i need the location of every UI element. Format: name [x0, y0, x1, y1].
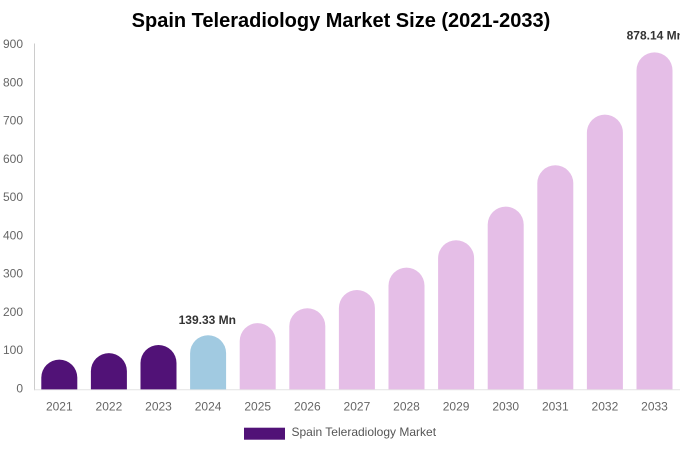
svg-text:2026: 2026	[294, 400, 321, 414]
svg-text:700: 700	[3, 114, 23, 128]
svg-text:200: 200	[3, 305, 23, 319]
svg-text:100: 100	[3, 343, 23, 357]
svg-text:800: 800	[3, 75, 23, 89]
svg-text:0: 0	[16, 381, 23, 395]
svg-text:500: 500	[3, 190, 23, 204]
svg-text:2022: 2022	[96, 400, 123, 414]
svg-text:139.33 Mn: 139.33 Mn	[179, 313, 236, 327]
svg-text:2029: 2029	[443, 400, 470, 414]
svg-text:2023: 2023	[145, 400, 172, 414]
svg-text:2027: 2027	[344, 400, 371, 414]
svg-text:2021: 2021	[46, 400, 73, 414]
svg-text:900: 900	[3, 37, 23, 51]
svg-text:Spain Teleradiology Market Siz: Spain Teleradiology Market Size (2021-20…	[132, 10, 551, 32]
svg-text:2032: 2032	[592, 400, 619, 414]
svg-text:2030: 2030	[492, 400, 519, 414]
svg-text:2028: 2028	[393, 400, 420, 414]
svg-text:400: 400	[3, 228, 23, 242]
svg-text:Spain Teleradiology Market: Spain Teleradiology Market	[292, 425, 437, 439]
svg-text:2033: 2033	[641, 400, 668, 414]
svg-text:2025: 2025	[244, 400, 271, 414]
svg-text:2024: 2024	[195, 400, 222, 414]
svg-text:878.14 Mn: 878.14 Mn	[627, 29, 680, 43]
svg-text:300: 300	[3, 267, 23, 281]
svg-text:600: 600	[3, 152, 23, 166]
svg-text:2031: 2031	[542, 400, 569, 414]
